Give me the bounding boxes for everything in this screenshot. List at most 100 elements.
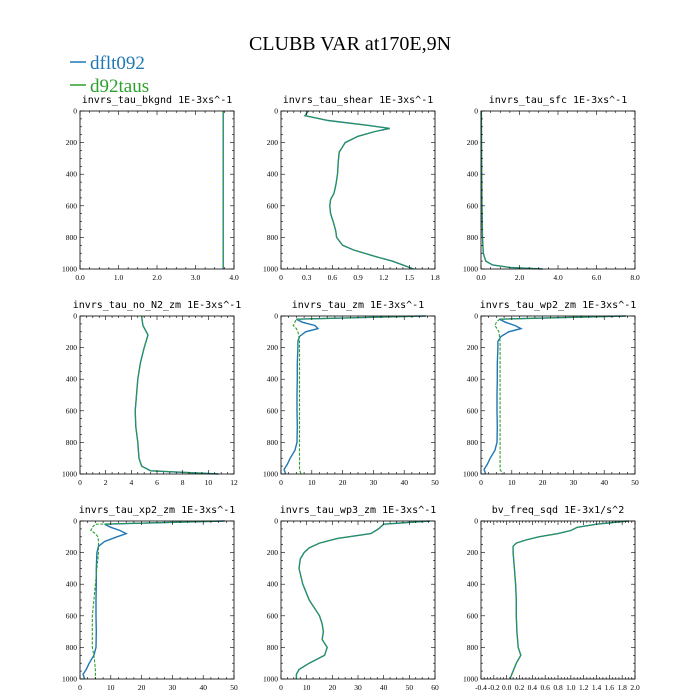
x-tick-label: 20 (539, 478, 547, 487)
plot-frame (280, 110, 436, 270)
x-tick-label: 0.8 (553, 683, 563, 692)
series-line-dflt092 (483, 315, 626, 475)
x-tick-label: 6 (155, 478, 159, 487)
x-tick-label: 4.0 (553, 273, 563, 282)
panel-1: invrs_tau_bkgnd 1E-3xs^-1 0 200 400 600 800 10… (62, 95, 239, 282)
y-tick-label: 1000 (62, 470, 77, 479)
x-tick-label: 0.9 (353, 273, 363, 282)
x-tick-label: 1.5 (405, 273, 415, 282)
y-tick-label: 400 (467, 375, 479, 384)
series-line-dflt092 (283, 315, 426, 475)
panel-title: bv_freq_sqd 1E-3x1/s^2 (492, 505, 624, 516)
y-tick-label: 800 (267, 233, 279, 242)
x-tick-label: 2 (104, 478, 108, 487)
x-tick-label: 12 (230, 478, 238, 487)
x-tick-label: 40 (380, 683, 388, 692)
legend-label-dflt092: dflt092 (90, 53, 145, 74)
y-tick-label: 200 (267, 343, 279, 352)
y-tick-label: 0 (274, 107, 278, 116)
x-tick-label: 6.0 (592, 273, 602, 282)
y-tick-label: 600 (467, 406, 479, 415)
y-tick-label: 1000 (463, 265, 478, 274)
plot-frame (79, 520, 235, 680)
series-line-d92taus (90, 520, 225, 679)
y-tick-label: 1000 (62, 675, 77, 684)
y-tick-label: 800 (467, 643, 479, 652)
x-tick-label: 10 (107, 683, 115, 692)
y-tick-label: 800 (267, 643, 279, 652)
x-tick-label: 50 (431, 478, 439, 487)
x-tick-label: 20 (138, 683, 146, 692)
panel-title: invrs_tau_no_N2_zm 1E-3xs^-1 (73, 300, 242, 311)
y-tick-label: 400 (467, 580, 479, 589)
series-line-dflt092 (303, 110, 414, 270)
y-tick-label: 800 (66, 438, 78, 447)
x-tick-label: 30 (570, 478, 578, 487)
x-tick-label: 0.6 (540, 683, 550, 692)
y-tick-label: 800 (66, 643, 78, 652)
x-tick-label: 20 (339, 478, 347, 487)
y-tick-label: 400 (66, 580, 78, 589)
x-tick-label: 0.6 (328, 273, 338, 282)
y-tick-label: 1000 (62, 265, 77, 274)
panel-4: invrs_tau_no_N2_zm 1E-3xs^-1020040060080… (62, 300, 241, 487)
x-tick-label: 10 (308, 478, 316, 487)
x-tick-label: 10 (303, 683, 311, 692)
panel-8: invrs_tau_wp3_zm 1E-3xs^-102004006008001… (263, 505, 439, 692)
x-tick-label: 2.0 (152, 273, 162, 282)
panel-3: invrs_tau_sfc 1E-3xs^-1 0 200 400 600 800 1000… (463, 95, 640, 282)
y-tick-label: 200 (267, 548, 279, 557)
y-tick-label: 600 (467, 611, 479, 620)
x-tick-label: 1.0 (114, 273, 124, 282)
x-tick-label: -0.2 (488, 683, 500, 692)
y-tick-label: 400 (267, 580, 279, 589)
y-tick-label: 200 (66, 138, 78, 147)
panels: invrs_tau_bkgnd 1E-3xs^-1020040060080010… (62, 95, 640, 692)
x-tick-label: 10 (508, 478, 516, 487)
x-tick-label: 0 (279, 683, 283, 692)
x-tick-label: 0.3 (302, 273, 312, 282)
y-tick-label: 400 (66, 170, 78, 179)
y-tick-label: 200 (467, 343, 479, 352)
y-tick-label: 600 (66, 611, 78, 620)
x-tick-label: 2.0 (515, 273, 525, 282)
x-tick-label: 30 (169, 683, 177, 692)
x-tick-label: 0 (279, 273, 283, 282)
x-tick-label: 0 (78, 478, 82, 487)
panel-title: invrs_tau_bkgnd 1E-3xs^-1 (82, 95, 233, 106)
x-tick-label: 50 (230, 683, 238, 692)
y-tick-label: 400 (267, 375, 279, 384)
x-tick-label: 0 (279, 478, 283, 487)
figure-title: CLUBB VAR at170E,9N (249, 33, 451, 55)
series-line-d92taus (304, 110, 414, 270)
y-tick-label: 200 (467, 548, 479, 557)
x-tick-label: 30 (370, 478, 378, 487)
x-tick-label: 4.0 (229, 273, 239, 282)
plot-frame (480, 110, 636, 270)
panel-title: invrs_tau_sfc 1E-3xs^-1 (489, 95, 627, 106)
panel-title: invrs_tau_zm 1E-3xs^-1 (292, 300, 424, 311)
y-tick-label: 1000 (263, 675, 278, 684)
x-tick-label: 1.2 (579, 683, 589, 692)
x-tick-label: 4 (129, 478, 133, 487)
y-tick-label: 600 (66, 406, 78, 415)
y-tick-label: 1000 (263, 265, 278, 274)
x-tick-label: 0.0 (476, 273, 486, 282)
y-tick-label: 0 (73, 312, 77, 321)
x-tick-label: 30 (354, 683, 362, 692)
y-tick-label: 1000 (463, 675, 478, 684)
x-tick-label: 1.6 (605, 683, 615, 692)
y-tick-label: 600 (267, 611, 279, 620)
x-tick-label: 0.2 (515, 683, 525, 692)
y-tick-label: 0 (474, 312, 478, 321)
x-tick-label: 8 (181, 478, 185, 487)
x-tick-label: 1.4 (592, 683, 602, 692)
panel-2: invrs_tau_shear 1E-3xs^-1 0 200 400 600 800 10… (263, 95, 440, 282)
y-tick-label: 0 (73, 517, 77, 526)
y-tick-label: 1000 (263, 470, 278, 479)
y-tick-label: 400 (66, 375, 78, 384)
x-tick-label: 0 (78, 683, 82, 692)
y-tick-label: 200 (467, 138, 479, 147)
panel-title: invrs_tau_shear 1E-3xs^-1 (283, 95, 434, 106)
y-tick-label: 0 (474, 517, 478, 526)
